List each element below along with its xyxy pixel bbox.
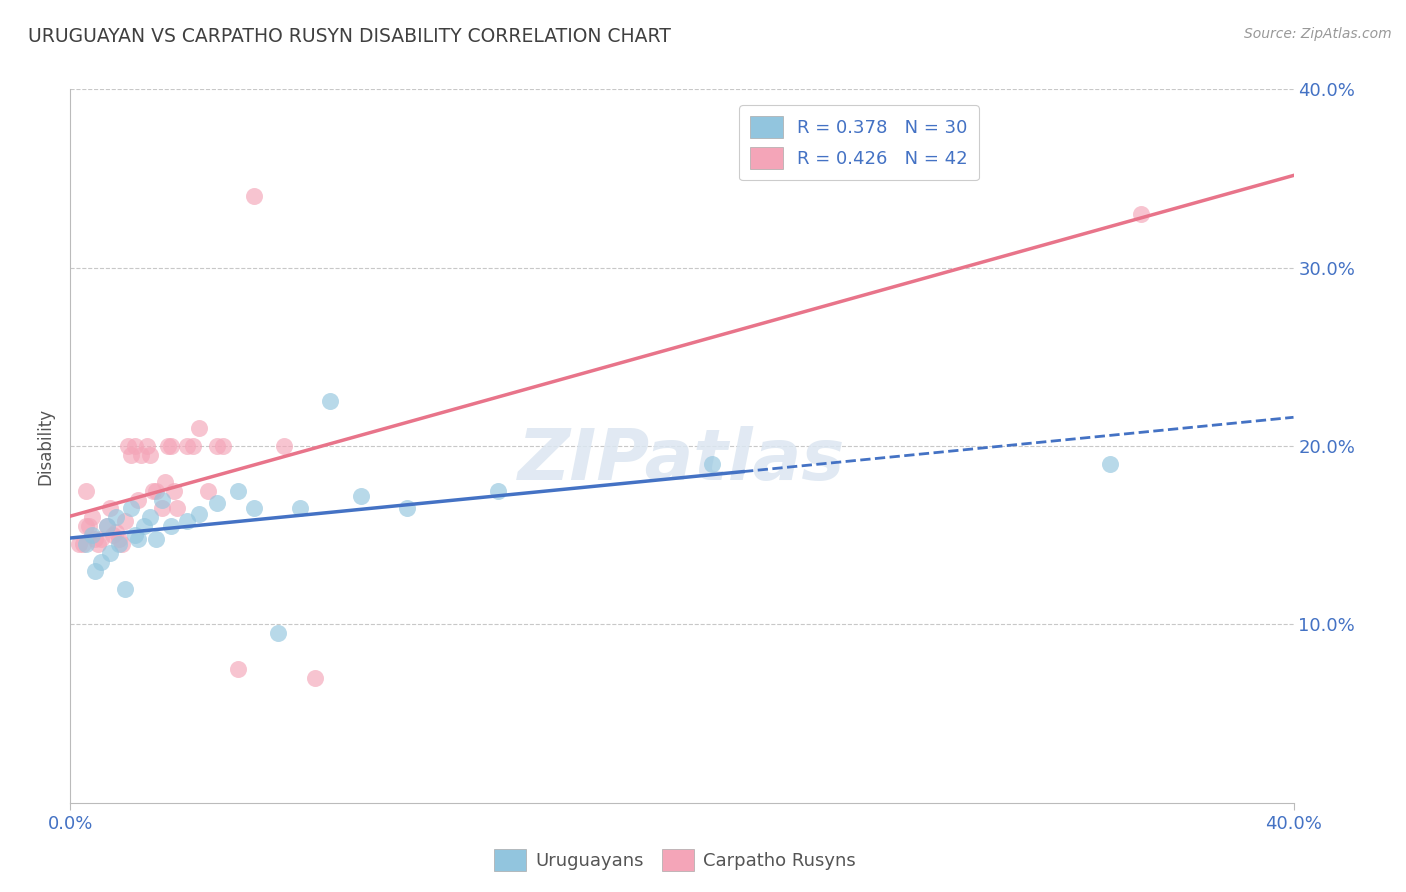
Point: [98, 501, 121, 516]
Point: [135, 439, 157, 453]
Point: [114, 582, 136, 596]
Point: [176, 514, 198, 528]
Point: [488, 483, 510, 498]
Point: [108, 537, 131, 551]
Point: [75, 483, 97, 498]
Point: [702, 457, 724, 471]
Point: [197, 483, 219, 498]
Point: [129, 448, 152, 462]
Point: [142, 483, 165, 498]
Point: [395, 501, 418, 516]
Point: [145, 532, 167, 546]
Point: [228, 662, 250, 676]
Legend: Uruguayans, Carpatho Rusyns: Uruguayans, Carpatho Rusyns: [486, 842, 863, 879]
Point: [96, 519, 118, 533]
Point: [132, 519, 155, 533]
Text: URUGUAYAN VS CARPATHO RUSYN DISABILITY CORRELATION CHART: URUGUAYAN VS CARPATHO RUSYN DISABILITY C…: [28, 27, 671, 45]
Point: [139, 448, 162, 462]
Point: [1099, 457, 1122, 471]
Point: [205, 439, 228, 453]
Point: [187, 421, 209, 435]
Point: [350, 489, 373, 503]
Point: [83, 532, 105, 546]
Point: [181, 439, 204, 453]
Y-axis label: Disability: Disability: [37, 408, 55, 484]
Point: [160, 519, 183, 533]
Point: [83, 564, 105, 578]
Point: [187, 507, 209, 521]
Point: [72, 537, 94, 551]
Point: [98, 546, 121, 560]
Point: [243, 189, 266, 203]
Point: [319, 394, 342, 409]
Point: [75, 537, 97, 551]
Point: [145, 483, 167, 498]
Point: [205, 496, 228, 510]
Point: [111, 537, 134, 551]
Text: ZIPatlas: ZIPatlas: [519, 425, 845, 495]
Point: [124, 528, 146, 542]
Point: [87, 537, 110, 551]
Point: [101, 528, 124, 542]
Point: [176, 439, 198, 453]
Point: [90, 555, 112, 569]
Point: [127, 492, 149, 507]
Point: [77, 519, 100, 533]
Point: [150, 501, 173, 516]
Point: [228, 483, 250, 498]
Point: [273, 439, 295, 453]
Point: [114, 514, 136, 528]
Point: [117, 439, 139, 453]
Point: [90, 532, 112, 546]
Legend: R = 0.378   N = 30, R = 0.426   N = 42: R = 0.378 N = 30, R = 0.426 N = 42: [740, 105, 979, 180]
Point: [160, 439, 183, 453]
Point: [121, 448, 143, 462]
Point: [121, 501, 143, 516]
Point: [69, 537, 91, 551]
Point: [157, 439, 180, 453]
Point: [80, 510, 103, 524]
Point: [96, 519, 118, 533]
Point: [153, 475, 176, 489]
Point: [150, 492, 173, 507]
Point: [105, 524, 128, 539]
Point: [75, 519, 97, 533]
Point: [304, 671, 326, 685]
Text: Source: ZipAtlas.com: Source: ZipAtlas.com: [1244, 27, 1392, 41]
Point: [212, 439, 235, 453]
Point: [105, 510, 128, 524]
Point: [166, 501, 188, 516]
Point: [124, 439, 146, 453]
Point: [163, 483, 186, 498]
Point: [127, 532, 149, 546]
Point: [80, 528, 103, 542]
Point: [108, 532, 131, 546]
Point: [1129, 207, 1152, 221]
Point: [243, 501, 266, 516]
Point: [139, 510, 162, 524]
Point: [267, 626, 290, 640]
Point: [288, 501, 311, 516]
